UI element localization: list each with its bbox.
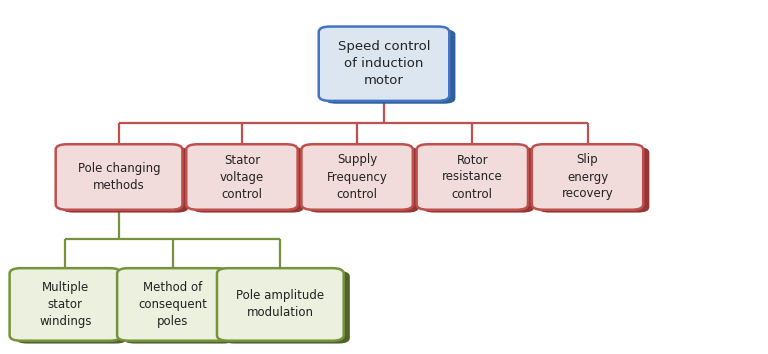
FancyBboxPatch shape <box>301 144 413 210</box>
FancyBboxPatch shape <box>16 271 127 343</box>
FancyBboxPatch shape <box>416 144 528 210</box>
FancyBboxPatch shape <box>124 271 235 343</box>
Text: Supply
Frequency
control: Supply Frequency control <box>326 154 388 200</box>
FancyBboxPatch shape <box>61 147 188 212</box>
FancyBboxPatch shape <box>186 144 298 210</box>
Text: Rotor
resistance
control: Rotor resistance control <box>442 154 503 200</box>
FancyBboxPatch shape <box>531 144 644 210</box>
FancyBboxPatch shape <box>307 147 419 212</box>
Text: Stator
voltage
control: Stator voltage control <box>220 154 264 200</box>
Text: Slip
energy
recovery: Slip energy recovery <box>561 154 614 200</box>
Text: Pole changing
methods: Pole changing methods <box>78 162 161 192</box>
FancyBboxPatch shape <box>319 27 449 101</box>
Text: Method of
consequent
poles: Method of consequent poles <box>138 281 207 328</box>
Text: Multiple
stator
windings: Multiple stator windings <box>39 281 91 328</box>
Text: Pole amplitude
modulation: Pole amplitude modulation <box>237 290 324 319</box>
Text: Speed control
of induction
motor: Speed control of induction motor <box>338 40 430 87</box>
FancyBboxPatch shape <box>118 268 229 341</box>
FancyBboxPatch shape <box>223 271 350 343</box>
FancyBboxPatch shape <box>217 268 344 341</box>
FancyBboxPatch shape <box>192 147 304 212</box>
FancyBboxPatch shape <box>538 147 650 212</box>
FancyBboxPatch shape <box>55 144 182 210</box>
FancyBboxPatch shape <box>325 29 455 104</box>
FancyBboxPatch shape <box>422 147 535 212</box>
FancyBboxPatch shape <box>10 268 121 341</box>
